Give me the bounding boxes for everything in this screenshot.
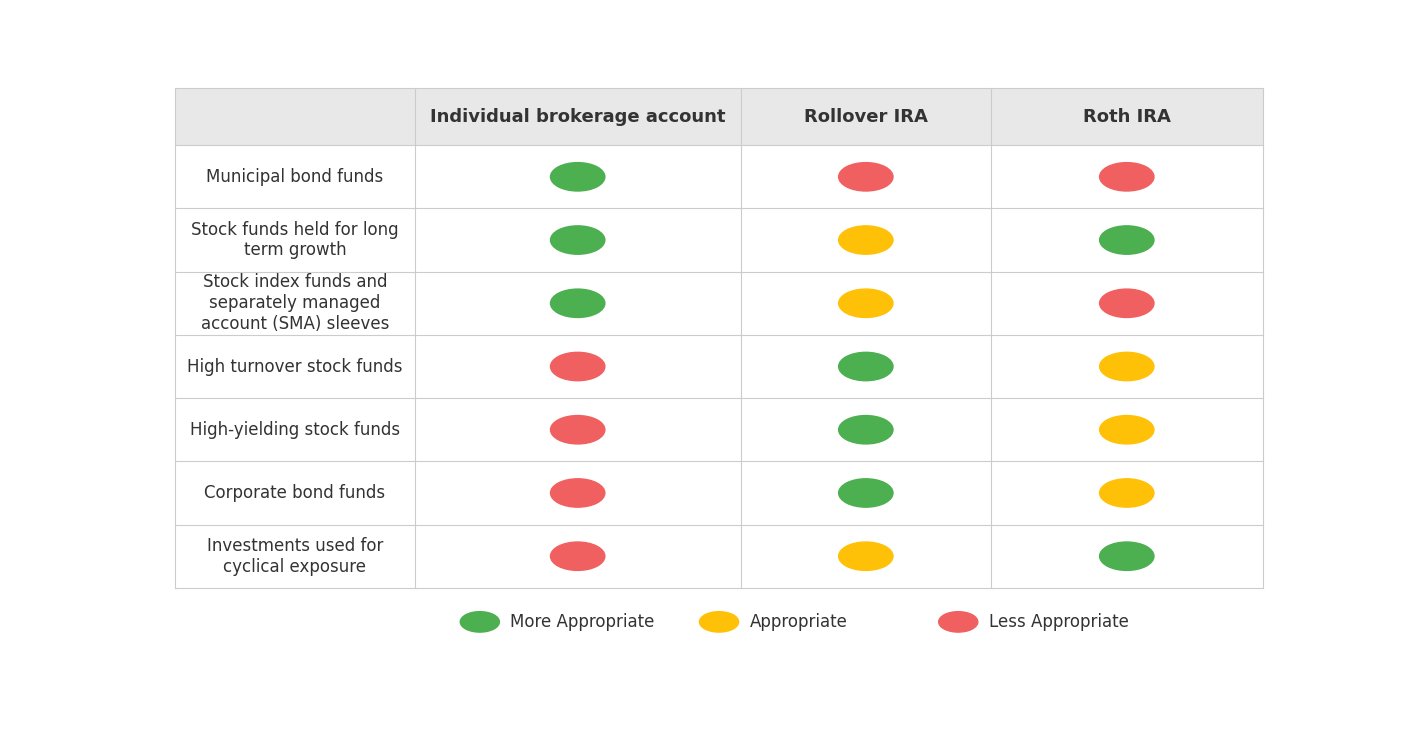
Circle shape (550, 226, 605, 254)
Circle shape (1100, 416, 1155, 444)
Circle shape (1100, 289, 1155, 318)
Text: Stock index funds and
separately managed
account (SMA) sleeves: Stock index funds and separately managed… (201, 273, 389, 333)
Circle shape (550, 289, 605, 318)
Text: Individual brokerage account: Individual brokerage account (429, 108, 725, 126)
Circle shape (839, 289, 894, 318)
Circle shape (839, 416, 894, 444)
Circle shape (839, 352, 894, 381)
Circle shape (550, 416, 605, 444)
Circle shape (839, 163, 894, 191)
Text: High turnover stock funds: High turnover stock funds (187, 357, 403, 376)
Circle shape (700, 612, 738, 632)
Circle shape (550, 352, 605, 381)
Circle shape (1100, 352, 1155, 381)
FancyBboxPatch shape (175, 88, 1263, 145)
FancyBboxPatch shape (175, 398, 1263, 461)
Text: Stock funds held for long
term growth: Stock funds held for long term growth (191, 220, 398, 259)
FancyBboxPatch shape (175, 461, 1263, 525)
Circle shape (1100, 226, 1155, 254)
Text: Roth IRA: Roth IRA (1083, 108, 1170, 126)
Text: Appropriate: Appropriate (749, 613, 847, 631)
Circle shape (550, 479, 605, 507)
Circle shape (550, 163, 605, 191)
FancyBboxPatch shape (175, 525, 1263, 588)
Text: More Appropriate: More Appropriate (511, 613, 655, 631)
Text: Investments used for
cyclical exposure: Investments used for cyclical exposure (206, 537, 383, 576)
Text: Corporate bond funds: Corporate bond funds (205, 484, 386, 502)
Circle shape (460, 612, 499, 632)
Circle shape (839, 542, 894, 570)
Circle shape (839, 479, 894, 507)
Text: High-yielding stock funds: High-yielding stock funds (189, 421, 400, 439)
Circle shape (1100, 479, 1155, 507)
FancyBboxPatch shape (175, 145, 1263, 209)
Text: Less Appropriate: Less Appropriate (989, 613, 1128, 631)
FancyBboxPatch shape (175, 335, 1263, 398)
Circle shape (939, 612, 978, 632)
Text: Municipal bond funds: Municipal bond funds (206, 168, 383, 186)
Circle shape (550, 542, 605, 570)
Text: Rollover IRA: Rollover IRA (804, 108, 927, 126)
Circle shape (839, 226, 894, 254)
Circle shape (1100, 542, 1155, 570)
Circle shape (1100, 163, 1155, 191)
FancyBboxPatch shape (175, 272, 1263, 335)
FancyBboxPatch shape (175, 209, 1263, 272)
